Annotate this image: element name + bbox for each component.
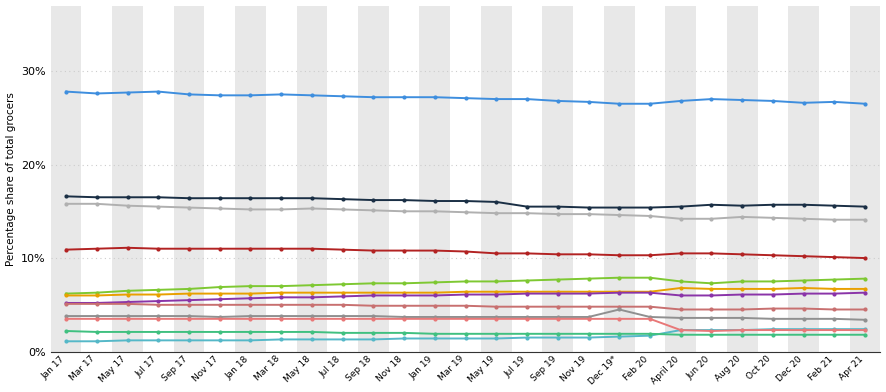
Bar: [481, 5, 512, 352]
Bar: [789, 5, 819, 352]
Bar: [542, 5, 573, 352]
Bar: [113, 5, 143, 352]
Bar: [665, 5, 696, 352]
Bar: [174, 5, 205, 352]
Bar: [850, 5, 881, 352]
Bar: [419, 5, 450, 352]
Bar: [358, 5, 389, 352]
Y-axis label: Percentage share of total grocers: Percentage share of total grocers: [5, 92, 16, 265]
Bar: [604, 5, 634, 352]
Bar: [727, 5, 758, 352]
Bar: [297, 5, 327, 352]
Bar: [235, 5, 266, 352]
Bar: [51, 5, 82, 352]
